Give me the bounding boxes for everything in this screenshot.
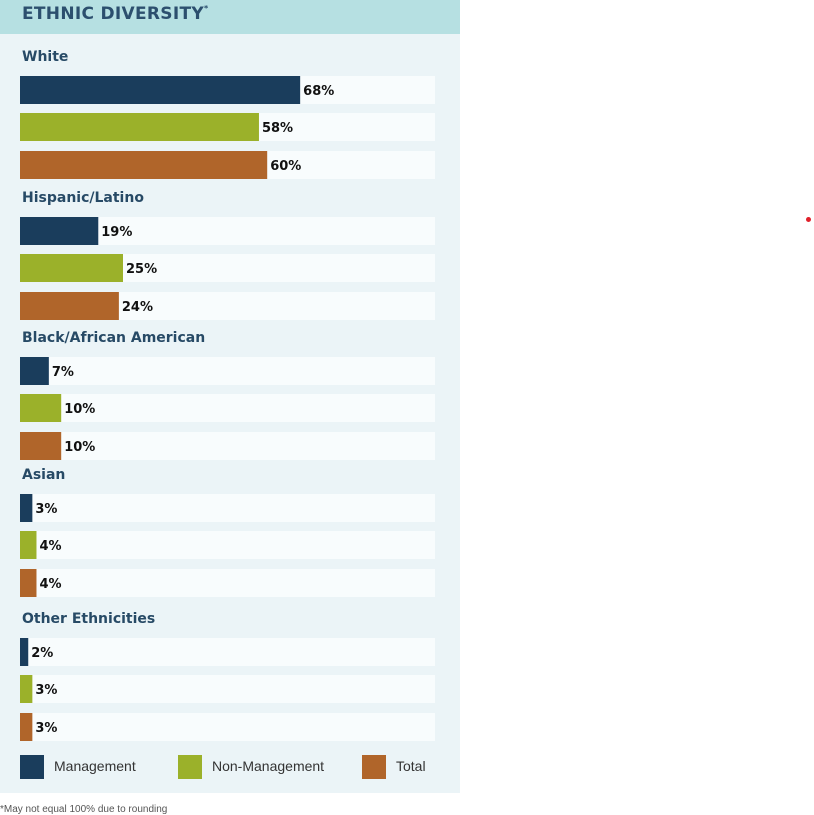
- bar-other-ethnicities-non-management: [20, 675, 33, 703]
- bar-white-management: [20, 76, 301, 104]
- bar-track: [20, 432, 435, 460]
- bar-track: [20, 394, 435, 422]
- bar-track: [20, 357, 435, 385]
- value-label-black-african-american-management: 7%: [52, 365, 74, 380]
- legend-swatch-non-management: [178, 755, 202, 779]
- bar-track: [20, 531, 435, 559]
- value-label-other-ethnicities-total: 3%: [35, 721, 57, 736]
- value-label-other-ethnicities-non-management: 3%: [35, 683, 57, 698]
- group-label-hispanic-latino: Hispanic/Latino: [22, 190, 144, 206]
- bar-chart: White 68% 58% 60% Hispanic/Latino 19% 25% 24% Bl…: [20, 49, 435, 741]
- bar-hispanic-latino-non-management: [20, 254, 123, 282]
- value-label-hispanic-latino-management: 19%: [101, 225, 132, 240]
- bar-track: [20, 713, 435, 741]
- bar-asian-management: [20, 494, 33, 522]
- legend-label-total: Total: [396, 758, 426, 774]
- legend-swatch-management: [20, 755, 44, 779]
- group-label-other-ethnicities: Other Ethnicities: [22, 611, 155, 627]
- chart-title-text: ETHNIC DIVERSITY: [22, 4, 204, 24]
- value-label-white-total: 60%: [270, 159, 301, 174]
- bar-black-african-american-management: [20, 357, 49, 385]
- chart-panel: ETHNIC DIVERSITY* White 68% 58% 60% Hispanic…: [0, 0, 460, 793]
- bar-asian-total: [20, 569, 37, 597]
- bar-other-ethnicities-total: [20, 713, 33, 741]
- legend-label-management: Management: [54, 758, 136, 774]
- value-label-hispanic-latino-non-management: 25%: [126, 262, 157, 277]
- chart-legend: Management Non-Management Total: [20, 755, 460, 779]
- bar-other-ethnicities-management: [20, 638, 29, 666]
- legend-swatch-total: [362, 755, 386, 779]
- bar-white-total: [20, 151, 268, 179]
- value-label-hispanic-latino-total: 24%: [122, 300, 153, 315]
- chart-title: ETHNIC DIVERSITY*: [22, 4, 208, 24]
- panel-header: ETHNIC DIVERSITY*: [0, 0, 460, 34]
- value-label-black-african-american-total: 10%: [64, 440, 95, 455]
- value-label-asian-management: 3%: [35, 502, 57, 517]
- bar-hispanic-latino-total: [20, 292, 119, 320]
- bar-black-african-american-total: [20, 432, 62, 460]
- bar-hispanic-latino-management: [20, 217, 99, 245]
- bar-white-non-management: [20, 113, 259, 141]
- red-dot-marker: [806, 217, 811, 222]
- value-label-other-ethnicities-management: 2%: [31, 646, 53, 661]
- value-label-white-management: 68%: [303, 84, 334, 99]
- value-label-asian-non-management: 4%: [39, 539, 61, 554]
- group-label-asian: Asian: [22, 467, 65, 483]
- group-label-white: White: [22, 49, 68, 65]
- bar-black-african-american-non-management: [20, 394, 62, 422]
- bar-track: [20, 569, 435, 597]
- value-label-black-african-american-non-management: 10%: [64, 402, 95, 417]
- value-label-white-non-management: 58%: [262, 121, 293, 136]
- bar-track: [20, 494, 435, 522]
- bar-track: [20, 638, 435, 666]
- footnote: *May not equal 100% due to rounding: [0, 804, 168, 815]
- bar-track: [20, 675, 435, 703]
- title-footnote-mark: *: [203, 4, 209, 13]
- group-label-black-african-american: Black/African American: [22, 330, 205, 346]
- value-label-asian-total: 4%: [39, 577, 61, 592]
- bar-asian-non-management: [20, 531, 37, 559]
- legend-label-non-management: Non-Management: [212, 758, 325, 774]
